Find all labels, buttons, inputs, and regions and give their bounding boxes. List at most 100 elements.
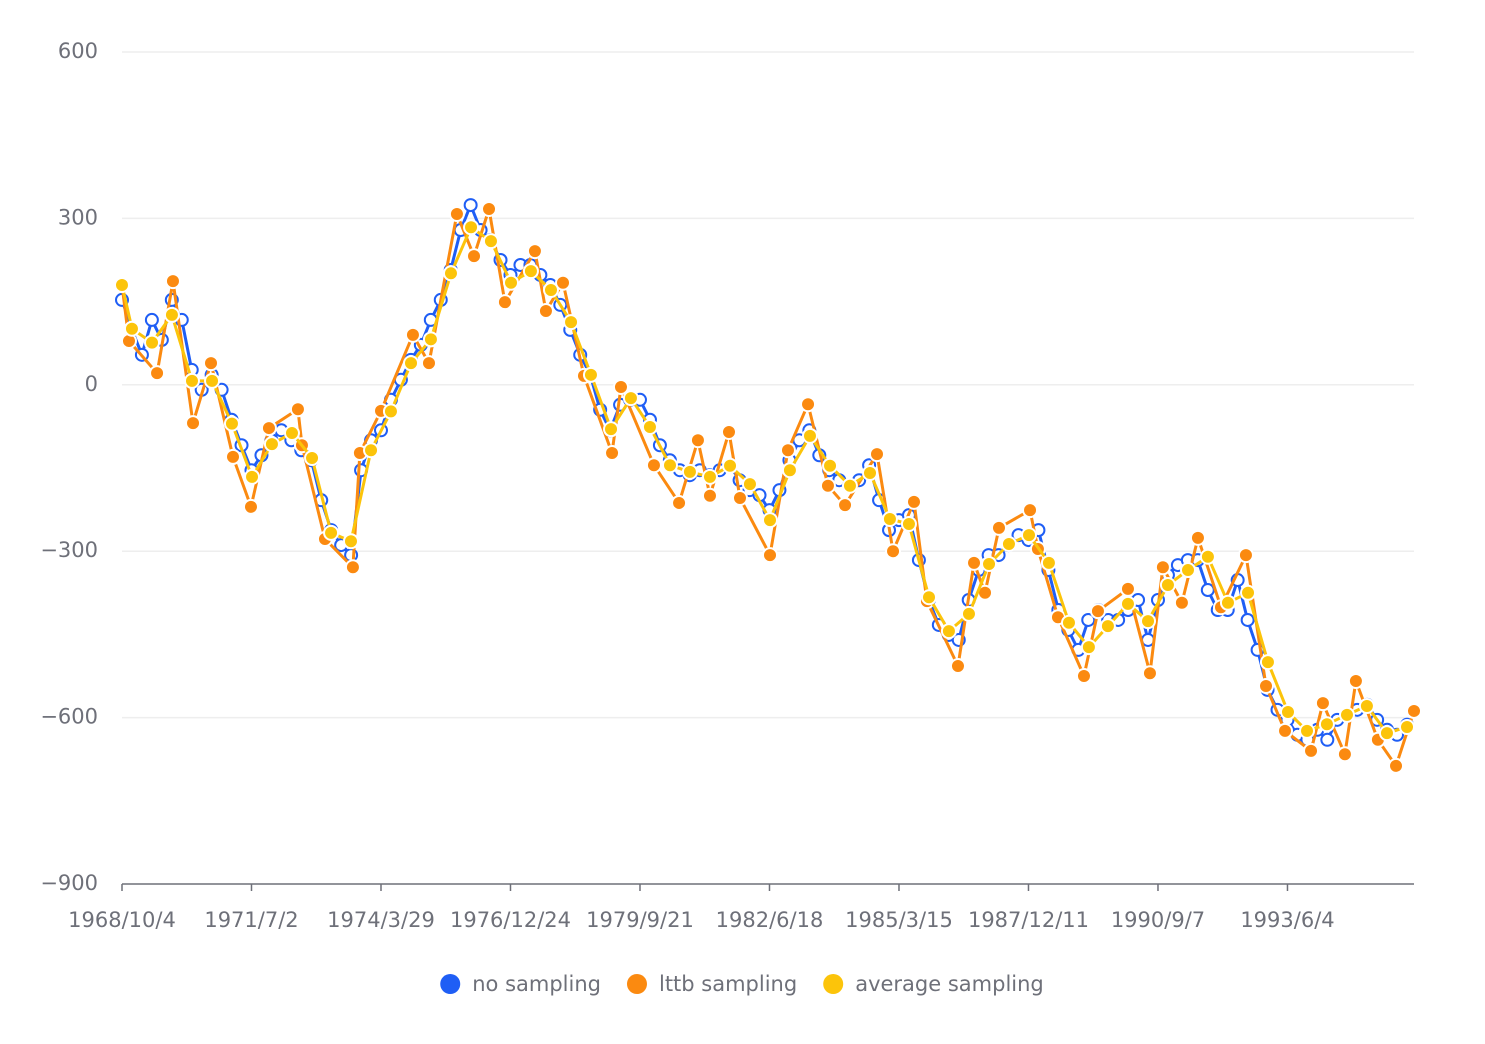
point (1358, 697, 1375, 714)
x-tick-label: 1974/3/29 (327, 908, 435, 932)
point (1179, 562, 1196, 579)
point (123, 320, 140, 337)
point (1277, 722, 1294, 739)
point (868, 446, 885, 463)
point (779, 442, 796, 459)
point (981, 555, 998, 572)
point (990, 519, 1007, 536)
point (681, 463, 698, 480)
point (114, 276, 130, 293)
point (1299, 722, 1316, 739)
x-tick-label: 1968/10/4 (68, 908, 176, 932)
point (920, 589, 937, 606)
point (1259, 654, 1276, 671)
y-tick-label: 600 (58, 39, 98, 63)
point (496, 294, 513, 311)
point (482, 233, 499, 250)
point (1141, 665, 1158, 682)
point (1237, 547, 1254, 564)
point (1378, 725, 1395, 742)
point (822, 457, 839, 474)
point (223, 415, 240, 432)
point (448, 205, 465, 222)
legend-item[interactable]: average sampling (823, 972, 1044, 996)
x-tick-label: 1993/6/4 (1240, 908, 1334, 932)
y-tick-label: 300 (58, 205, 98, 229)
point (463, 198, 478, 213)
point (283, 425, 300, 442)
point (149, 365, 166, 382)
point (163, 306, 180, 323)
point (662, 457, 679, 474)
legend-item[interactable]: lttb sampling (626, 972, 797, 996)
point (885, 543, 902, 560)
y-tick-label: −900 (40, 871, 98, 895)
point (342, 533, 359, 550)
point (1040, 554, 1057, 571)
point (244, 468, 261, 485)
point (671, 494, 688, 511)
point (1173, 594, 1190, 611)
y-tick-label: −300 (40, 538, 98, 562)
point (582, 366, 599, 383)
point (526, 243, 543, 260)
point (1318, 716, 1335, 733)
series (114, 200, 1422, 774)
point (403, 355, 420, 372)
point (1338, 706, 1355, 723)
x-tick-label: 1990/9/7 (1111, 908, 1205, 932)
point (1219, 594, 1236, 611)
point (537, 303, 554, 320)
point (185, 415, 202, 432)
point (1119, 580, 1136, 597)
point (641, 418, 658, 435)
point (604, 445, 621, 462)
series (114, 219, 1416, 742)
point (1406, 702, 1422, 719)
series-line (120, 207, 1416, 768)
point (1021, 527, 1038, 544)
legend-label: average sampling (855, 972, 1044, 996)
point (422, 331, 439, 348)
point (1314, 695, 1331, 712)
point (1000, 535, 1017, 552)
point (722, 457, 739, 474)
point (966, 554, 983, 571)
point (1189, 529, 1206, 546)
point (1154, 559, 1171, 576)
x-tick-label: 1979/9/21 (586, 908, 694, 932)
point (1279, 704, 1296, 721)
point (1240, 584, 1257, 601)
point (701, 468, 718, 485)
point (203, 355, 220, 372)
legend-label: lttb sampling (659, 972, 797, 996)
point (1089, 603, 1106, 620)
point (940, 623, 957, 640)
x-tick-label: 1985/3/15 (845, 908, 953, 932)
point (242, 498, 259, 515)
point (164, 273, 181, 290)
point (1080, 639, 1097, 656)
point (1240, 612, 1255, 627)
point (1336, 746, 1353, 763)
point (503, 274, 520, 291)
legend-item[interactable]: no sampling (440, 972, 601, 996)
point (949, 658, 966, 675)
point (1140, 613, 1157, 630)
point (304, 450, 321, 467)
point (1075, 668, 1092, 684)
point (420, 355, 437, 372)
point (689, 432, 706, 449)
point (881, 511, 898, 528)
point (323, 524, 340, 541)
point (905, 493, 922, 510)
point (555, 274, 572, 291)
point (1347, 672, 1364, 689)
point (1303, 742, 1320, 759)
point (363, 442, 380, 459)
point (382, 403, 399, 420)
point (442, 265, 459, 282)
point (481, 200, 498, 217)
